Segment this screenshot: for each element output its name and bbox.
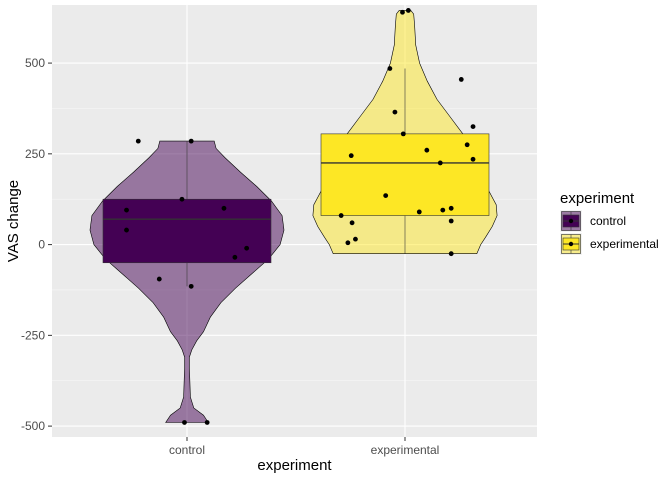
- data-point: [448, 205, 454, 211]
- legend-title: experiment: [560, 190, 635, 207]
- data-point: [353, 236, 358, 242]
- data-point: [345, 240, 351, 246]
- data-point: [221, 205, 227, 211]
- x-axis-title: experiment: [257, 457, 332, 474]
- data-point: [338, 213, 344, 218]
- data-point: [188, 283, 194, 289]
- boxplots: [102, 68, 490, 287]
- data-point: [437, 160, 443, 166]
- box-control: [102, 198, 272, 264]
- y-tick-label: 0: [38, 238, 45, 252]
- data-point: [400, 9, 405, 15]
- data-point: [348, 153, 354, 159]
- data-point: [383, 193, 389, 198]
- legend-label-experimental: experimental: [590, 237, 659, 251]
- data-point: [416, 209, 422, 215]
- legend-key-point: [568, 241, 574, 247]
- legend-key-point: [568, 218, 574, 224]
- data-point: [448, 251, 454, 257]
- data-point: [392, 109, 398, 115]
- y-tick-label: -500: [21, 419, 45, 433]
- data-points: [124, 8, 476, 425]
- data-point: [470, 124, 476, 130]
- axes: -500 -250 0 250 500 control experimental: [21, 56, 439, 457]
- data-point: [182, 420, 187, 425]
- data-point: [124, 227, 129, 233]
- data-point: [448, 218, 454, 224]
- data-point: [440, 207, 446, 213]
- x-tick-label: experimental: [371, 443, 440, 457]
- box-experimental: [320, 133, 490, 216]
- data-point: [458, 77, 464, 82]
- data-point: [135, 138, 141, 144]
- y-axis-title: VAS change: [5, 180, 22, 262]
- data-point: [424, 147, 430, 153]
- data-point: [387, 66, 393, 71]
- data-point: [156, 276, 162, 282]
- data-point: [244, 245, 250, 251]
- data-point: [124, 207, 129, 213]
- data-point: [232, 254, 238, 260]
- legend-label-control: control: [590, 214, 626, 228]
- data-point: [204, 420, 210, 425]
- legend: experiment control experimental: [560, 190, 659, 255]
- y-tick-label: 500: [25, 56, 45, 70]
- data-point: [470, 156, 476, 162]
- x-tick-label: control: [169, 443, 205, 457]
- y-tick-label: 250: [25, 147, 45, 161]
- data-point: [188, 138, 194, 144]
- data-point: [349, 220, 355, 226]
- data-point: [405, 8, 411, 13]
- data-point: [400, 131, 406, 137]
- y-tick-label: -250: [21, 328, 45, 342]
- data-point: [179, 196, 185, 202]
- data-point: [464, 142, 470, 148]
